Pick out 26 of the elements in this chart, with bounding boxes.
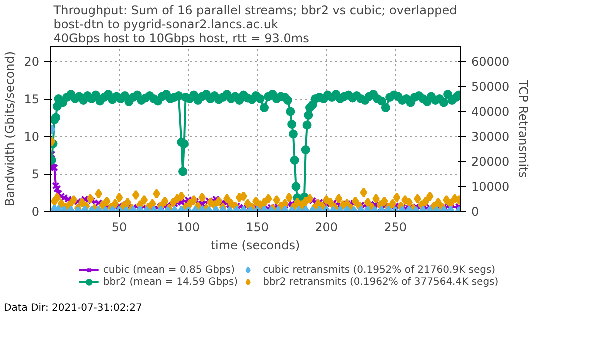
x-tick-label: 200 — [315, 220, 338, 234]
x-tick-label: 50 — [112, 220, 128, 234]
y2-tick-label: 40000 — [472, 105, 510, 119]
y-tick-label: 0 — [32, 205, 40, 219]
y2-tick-label: 0 — [472, 205, 480, 219]
chart-title: Throughput: Sum of 16 parallel streams; bbr2 vs cubic; overlapped bost-dtn to pygrid-sonar2.lancs.ac.uk 40Gbps host to 10Gbps host, rtt = 93.0ms — [52, 4, 458, 46]
y-tick-label: 20 — [24, 55, 40, 69]
y2-tick-label: 50000 — [472, 80, 510, 94]
y-axis-title: Bandwidth (Gbits/second) — [3, 51, 18, 207]
y-tick-label: 10 — [24, 130, 40, 144]
y2-tick-label: 30000 — [472, 130, 510, 144]
legend-label: bbr2 (mean = 14.59 Gbps) — [103, 276, 238, 288]
y2-axis-title: TCP Retransmits — [516, 78, 531, 178]
text: Data Dir: 2021-07-31:02:27 — [4, 302, 142, 316]
legend-label: cubic (mean = 0.85 Gbps) — [103, 264, 235, 276]
y2-tick-label: 60000 — [472, 55, 510, 69]
y2-tick-label: 10000 — [472, 180, 510, 194]
legend-label: cubic retransmits (0.1952% of 21760.9K segs) — [263, 264, 496, 276]
y-tick-label: 5 — [32, 168, 40, 182]
x-tick-label: 150 — [246, 220, 270, 234]
x-tick-label: 100 — [177, 220, 200, 234]
y2-tick-label: 20000 — [472, 155, 510, 169]
x-tick-label: 250 — [384, 220, 408, 234]
y-tick-label: 15 — [24, 92, 40, 106]
x-axis-title: time (seconds) — [210, 238, 300, 252]
legend-label: bbr2 retransmits (0.1962% of 377564.4K segs) — [263, 276, 499, 288]
